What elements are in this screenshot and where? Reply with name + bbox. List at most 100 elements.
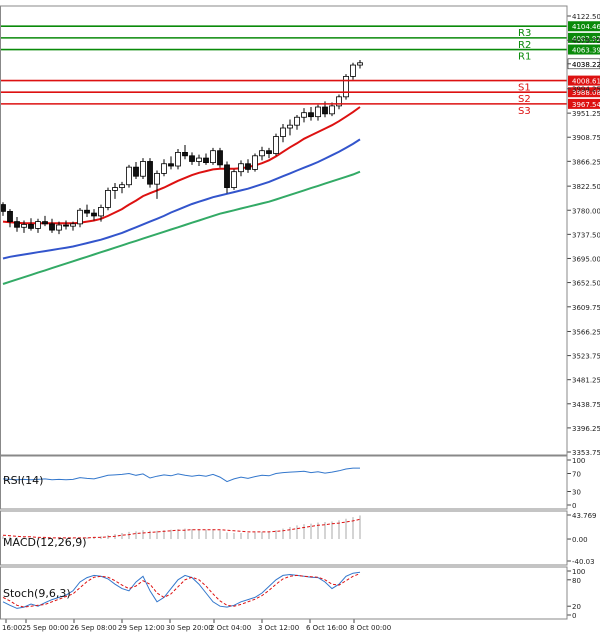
candle xyxy=(315,104,321,121)
indicator-frame xyxy=(0,455,568,510)
level-value-box xyxy=(568,21,600,32)
candle-body-up xyxy=(35,221,41,229)
candle xyxy=(294,114,300,130)
candle-body-up xyxy=(21,224,27,228)
price-tick-label: 3908.75 xyxy=(572,134,600,142)
time-axis: 16:00 25 Sep 00:00 26 Sep 08:00 29 Sep 12:0… xyxy=(2,619,391,632)
price-tick-label: 3609.75 xyxy=(572,304,600,312)
level-value-box xyxy=(568,44,600,55)
price-panel: R3 4104.46 R2 4083.92 R1 4063.39 S1 4008.61 S2 39… xyxy=(0,13,600,457)
level-value-label: 3988.08 xyxy=(572,89,600,97)
candle xyxy=(259,146,265,161)
candle xyxy=(154,170,160,199)
candle-body-down xyxy=(245,163,251,170)
candle xyxy=(112,183,118,199)
indicator-tick-label: 100 xyxy=(572,457,585,465)
indicator-tick-label: 30 xyxy=(572,489,581,497)
indicator-tick-label: 80 xyxy=(572,577,581,585)
indicator-tick-label: 20 xyxy=(572,603,581,611)
candle xyxy=(119,181,125,194)
candle xyxy=(217,147,223,168)
price-tick-label: 3780.00 xyxy=(572,207,600,215)
level-name-r3: R3 xyxy=(518,28,531,39)
price-tick-label: 3951.25 xyxy=(572,110,600,118)
candle xyxy=(168,156,174,170)
candle-body-down xyxy=(7,210,13,222)
candle-body-up xyxy=(56,224,62,231)
candle-body-up xyxy=(329,105,335,115)
candle-body-down xyxy=(189,155,195,162)
candle-body-up xyxy=(350,64,356,77)
candle-body-up xyxy=(336,96,342,107)
candle-body-up xyxy=(259,150,265,157)
indicator-name: RSI(14) xyxy=(3,474,43,487)
candle-body-down xyxy=(322,106,328,115)
candle-body-up xyxy=(112,187,118,191)
candle-body-up xyxy=(280,127,286,137)
candle xyxy=(210,147,216,165)
candle-body-up xyxy=(294,116,300,126)
candle xyxy=(147,158,153,188)
time-tick-label: 16:00 xyxy=(2,624,22,632)
price-tick-label: 3652.50 xyxy=(572,280,600,288)
candle-body-up xyxy=(140,161,146,177)
level-name-r1: R1 xyxy=(518,52,531,63)
panel-frames xyxy=(0,5,568,620)
candle-body-down xyxy=(133,166,139,177)
candle xyxy=(357,59,363,69)
candle xyxy=(196,154,202,167)
time-tick-label: 6 Oct 16:00 xyxy=(306,624,347,632)
candle xyxy=(161,159,167,177)
candle xyxy=(245,159,251,173)
indicator-tick-label: 70 xyxy=(572,471,581,479)
candle xyxy=(280,124,286,143)
level-name-r2: R2 xyxy=(518,40,531,51)
price-tick-label: 4038.22 xyxy=(572,61,600,69)
candle xyxy=(126,164,132,188)
candle xyxy=(238,160,244,177)
candle xyxy=(105,187,111,211)
candle xyxy=(350,62,356,80)
candle xyxy=(203,153,209,165)
candlesticks xyxy=(0,59,363,235)
indicator-name: Stoch(9,6,3) xyxy=(3,587,71,600)
candle xyxy=(336,94,342,110)
candle-body-up xyxy=(231,171,237,188)
price-tick-label: 3481.25 xyxy=(572,377,600,385)
candle-body-down xyxy=(182,152,188,157)
candle xyxy=(182,145,188,160)
stoch-d-line xyxy=(2,573,361,608)
level-name-s2: S2 xyxy=(518,94,531,105)
candle-body-up xyxy=(175,152,181,167)
price-tick-label: 4122.50 xyxy=(572,13,600,21)
candle-body-down xyxy=(42,221,48,225)
candle-body-up xyxy=(252,155,258,170)
candle-body-up xyxy=(126,166,132,186)
candle xyxy=(98,204,104,222)
level-value-label: 4063.39 xyxy=(572,47,600,55)
candle-body-down xyxy=(91,212,97,217)
candle-body-up xyxy=(161,163,167,174)
candle xyxy=(56,221,62,235)
candle-body-up xyxy=(105,189,111,208)
candle-body-up xyxy=(119,184,125,188)
level-name-s3: S3 xyxy=(518,106,531,117)
candle-body-down xyxy=(49,223,55,231)
time-tick-label: 29 Sep 12:00 xyxy=(118,624,165,632)
candle-body-up xyxy=(210,150,216,164)
candle-body-up xyxy=(301,112,307,118)
ma-fast-line xyxy=(2,106,361,225)
time-tick-label: 3 Oct 12:00 xyxy=(258,624,299,632)
moving-averages xyxy=(2,106,361,285)
candle xyxy=(42,215,48,227)
candle-body-down xyxy=(147,161,153,185)
indicator-tick-label: 0 xyxy=(572,612,576,620)
candle-body-down xyxy=(266,150,272,154)
candle xyxy=(14,217,20,232)
level-value-label: 3967.54 xyxy=(572,101,600,109)
candle-body-up xyxy=(196,157,202,162)
candle xyxy=(231,169,237,190)
candle xyxy=(308,107,314,121)
